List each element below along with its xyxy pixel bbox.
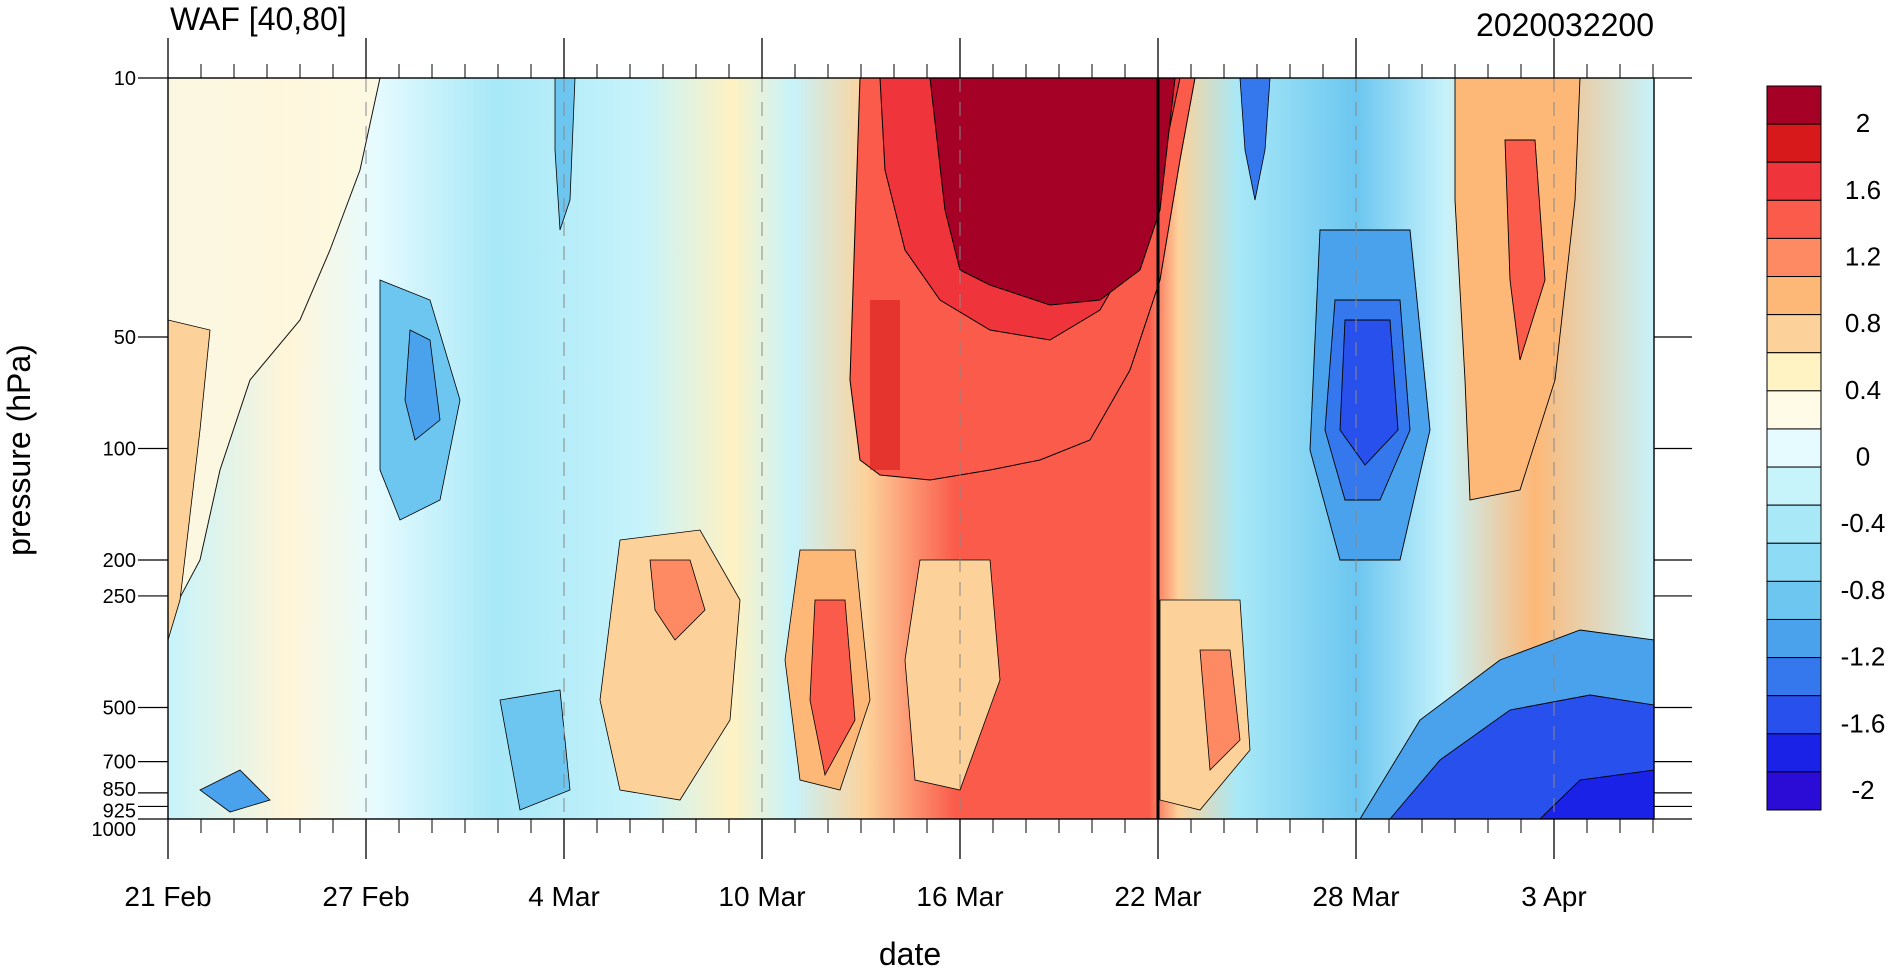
x-tick-label: 21 Feb xyxy=(124,881,211,912)
x-tick-label: 28 Mar xyxy=(1312,881,1399,912)
y-tick-label: 200 xyxy=(103,550,136,572)
colorbar-swatch xyxy=(1766,428,1822,468)
colorbar-swatch xyxy=(1766,733,1822,773)
colorbar-label: 1.2 xyxy=(1845,241,1881,271)
colorbar-label: 0.4 xyxy=(1845,375,1881,405)
colorbar-swatch xyxy=(1766,580,1822,620)
contour-plot-area xyxy=(168,78,1654,819)
colorbar-label: -0.4 xyxy=(1841,508,1886,538)
colorbar-swatch xyxy=(1766,85,1822,125)
y-tick-label: 50 xyxy=(114,327,136,349)
colorbar-swatch xyxy=(1766,504,1822,544)
x-tick-label: 4 Mar xyxy=(528,881,600,912)
colorbar-swatch xyxy=(1766,161,1822,201)
colorbar-swatch xyxy=(1766,542,1822,582)
colorbar-label: -0.8 xyxy=(1841,575,1886,605)
x-tick-label: 16 Mar xyxy=(916,881,1003,912)
y-axis-label: pressure (hPa) xyxy=(1,344,37,556)
chart-title-left: WAF [40,80] xyxy=(170,1,347,37)
colorbar-label: 0.8 xyxy=(1845,308,1881,338)
colorbar-label: 0 xyxy=(1856,442,1870,472)
colorbar-swatch xyxy=(1766,618,1822,659)
colorbar-swatch xyxy=(1766,390,1822,430)
colorbar-swatch xyxy=(1766,695,1822,735)
colorbar-swatch xyxy=(1766,276,1822,316)
colorbar-swatch xyxy=(1766,123,1822,163)
x-axis-ticks: 21 Feb 27 Feb 4 Mar 10 Mar 16 Mar 22 Mar 28 Ma… xyxy=(124,38,1654,912)
colorbar-label: 2 xyxy=(1856,108,1870,138)
x-axis-label: date xyxy=(879,936,941,968)
x-tick-label: 22 Mar xyxy=(1114,881,1201,912)
colorbar-label: -2 xyxy=(1851,775,1874,805)
colorbar-swatch xyxy=(1766,657,1822,697)
y-tick-label: 700 xyxy=(103,752,136,774)
y-tick-label: 1000 xyxy=(92,819,137,841)
y-tick-label: 925 xyxy=(103,800,136,822)
colorbar-label: 1.6 xyxy=(1845,175,1881,205)
colorbar-swatch xyxy=(1766,352,1822,392)
chart-title-right: 2020032200 xyxy=(1476,7,1654,43)
colorbar-label: -1.2 xyxy=(1841,642,1886,672)
x-tick-label: 10 Mar xyxy=(718,881,805,912)
y-tick-label: 500 xyxy=(103,697,136,719)
colorbar-swatch xyxy=(1766,771,1822,811)
colorbar-swatch xyxy=(1766,237,1822,278)
y-tick-label: 850 xyxy=(103,779,136,801)
colorbar-swatch xyxy=(1766,314,1822,354)
x-tick-label: 27 Feb xyxy=(322,881,409,912)
colorbar-swatch xyxy=(1766,199,1822,239)
colorbar-swatch xyxy=(1766,466,1822,506)
y-tick-label: 250 xyxy=(103,586,136,608)
colorbar-label: -1.6 xyxy=(1841,708,1886,738)
colorbar: 2 1.6 1.2 0.8 0.4 0 -0.4 -0.8 -1.2 -1.6 -2 xyxy=(1766,85,1886,811)
x-tick-label: 3 Apr xyxy=(1521,881,1586,912)
y-tick-label: 10 xyxy=(114,68,136,90)
y-tick-label: 100 xyxy=(103,439,136,461)
